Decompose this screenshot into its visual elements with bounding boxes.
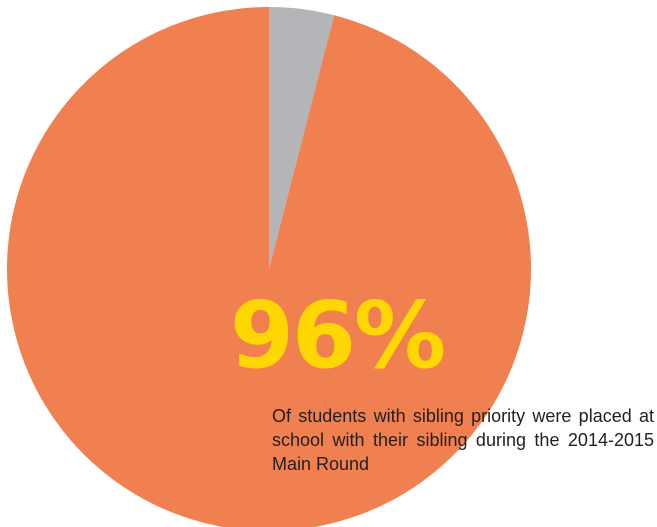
slice-minority (269, 7, 335, 269)
slice-majority (7, 7, 531, 527)
percentage-label: 96% (230, 282, 446, 389)
chart-caption: Of students with sibling priority were p… (272, 406, 654, 474)
